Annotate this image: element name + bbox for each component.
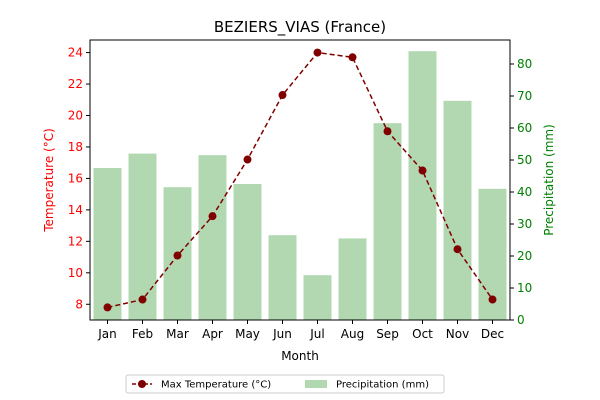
x-axis-label: Month [281,349,319,363]
temperature-point-apr [208,212,217,221]
y-axis-left-label: Temperature (°C) [42,128,56,233]
temperature-point-dec [488,295,497,304]
temperature-point-may [243,155,252,164]
precipitation-bar-jun [268,235,297,320]
precipitation-bar-may [233,184,262,320]
y-right-tick-label: 50 [517,153,532,167]
y-axis-right-label: Precipitation (mm) [542,124,556,236]
temperature-point-jul [313,48,322,57]
y-right-tick-label: 20 [517,249,532,263]
y-left-tick-label: 14 [68,203,83,217]
x-axis: Jan Feb Mar Apr May Jun Jul Aug Sep Oct Nov Dec [97,320,504,341]
legend-frame [125,374,445,394]
y-right-tick-label: 80 [517,57,532,71]
temperature-point-feb [138,295,147,304]
temperature-series [103,48,497,312]
x-tick-label: May [235,327,260,341]
x-tick-label: Aug [341,327,364,341]
x-tick-label: Nov [446,327,469,341]
legend-bar-swatch [305,380,327,388]
y-right-tick-label: 30 [517,217,532,231]
temperature-point-sep [383,127,392,136]
y-axis-right: 0 10 20 30 40 50 60 70 80 [510,57,532,327]
y-left-tick-label: 8 [75,297,83,311]
temperature-point-oct [418,166,427,175]
y-left-tick-label: 20 [68,109,83,123]
x-tick-label: Mar [166,327,189,341]
temperature-line [107,51,494,309]
legend-label-temperature: Max Temperature (°C) [161,380,271,391]
y-axis-left: 8 10 12 14 16 18 20 22 24 [68,46,90,311]
y-right-tick-label: 0 [517,313,525,327]
legend: Max Temperature (°C) Precipitation (mm) [125,374,445,394]
x-tick-label: Jul [309,327,324,341]
x-tick-label: Feb [132,327,153,341]
precipitation-bars [93,51,507,320]
x-tick-label: Dec [481,327,504,341]
y-right-tick-label: 70 [517,89,532,103]
precipitation-bar-aug [338,238,367,320]
y-left-tick-label: 18 [68,140,83,154]
x-tick-label: Sep [376,327,399,341]
legend-marker-swatch [138,380,146,388]
chart-title: BEZIERS_VIAS (France) [214,18,386,37]
y-left-tick-label: 16 [68,171,83,185]
precipitation-bar-jul [303,275,332,320]
precipitation-bar-sep [373,123,402,320]
y-left-tick-label: 22 [68,77,83,91]
x-tick-label: Jun [272,327,292,341]
temperature-point-jun [278,91,287,100]
temperature-point-mar [173,251,182,260]
precipitation-bar-oct [408,51,437,320]
y-right-tick-label: 60 [517,121,532,135]
y-right-tick-label: 40 [517,185,532,199]
y-left-tick-label: 10 [68,266,83,280]
temperature-point-jan [103,303,112,312]
temperature-point-aug [348,53,357,62]
plot-frame [89,39,511,321]
y-left-tick-label: 24 [68,46,83,60]
temperature-point-nov [453,245,462,254]
precipitation-bar-jan [93,168,122,320]
x-tick-label: Oct [412,327,433,341]
y-left-tick-label: 12 [68,234,83,248]
precipitation-bar-nov [443,100,472,320]
y-right-tick-label: 10 [517,281,532,295]
x-tick-label: Apr [202,327,223,341]
legend-label-precipitation: Precipitation (mm) [336,380,429,391]
x-tick-label: Jan [97,327,117,341]
precipitation-bar-feb [128,153,157,320]
precipitation-bar-apr [198,155,227,320]
